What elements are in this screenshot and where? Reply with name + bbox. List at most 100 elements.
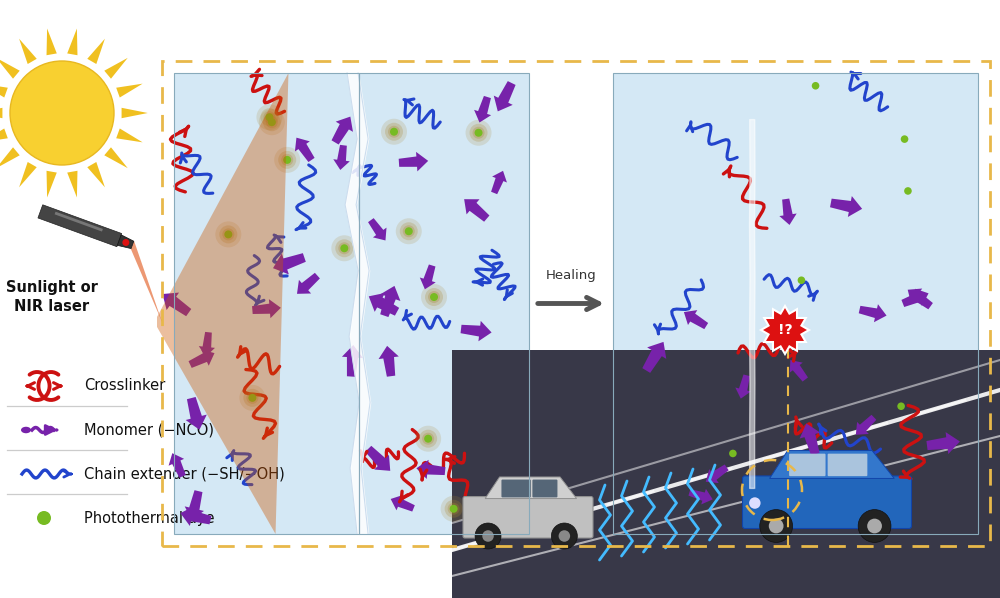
Polygon shape bbox=[761, 306, 809, 354]
Circle shape bbox=[769, 518, 784, 533]
Polygon shape bbox=[252, 299, 281, 318]
Circle shape bbox=[381, 119, 407, 145]
Circle shape bbox=[421, 284, 447, 310]
Polygon shape bbox=[67, 171, 77, 197]
Polygon shape bbox=[770, 450, 894, 478]
Polygon shape bbox=[706, 465, 729, 483]
Polygon shape bbox=[735, 374, 751, 399]
Circle shape bbox=[246, 392, 258, 404]
Circle shape bbox=[428, 291, 440, 303]
Circle shape bbox=[265, 113, 273, 121]
Circle shape bbox=[475, 523, 501, 549]
Polygon shape bbox=[342, 345, 363, 377]
Polygon shape bbox=[273, 253, 306, 274]
Circle shape bbox=[422, 433, 434, 445]
Circle shape bbox=[400, 222, 418, 240]
Polygon shape bbox=[452, 350, 1000, 598]
Circle shape bbox=[812, 82, 819, 90]
Polygon shape bbox=[464, 199, 489, 222]
FancyBboxPatch shape bbox=[501, 480, 531, 498]
Polygon shape bbox=[779, 199, 797, 225]
Polygon shape bbox=[116, 129, 143, 142]
Polygon shape bbox=[380, 286, 400, 317]
Circle shape bbox=[425, 288, 443, 306]
Polygon shape bbox=[333, 145, 350, 170]
Polygon shape bbox=[332, 117, 353, 145]
Polygon shape bbox=[416, 460, 445, 479]
Polygon shape bbox=[55, 212, 103, 231]
Polygon shape bbox=[420, 264, 436, 289]
Polygon shape bbox=[87, 162, 105, 187]
Circle shape bbox=[219, 225, 237, 243]
Circle shape bbox=[340, 244, 348, 252]
Circle shape bbox=[445, 500, 463, 518]
Circle shape bbox=[281, 154, 293, 166]
Polygon shape bbox=[47, 29, 57, 55]
Circle shape bbox=[224, 230, 232, 239]
Circle shape bbox=[403, 225, 415, 237]
Ellipse shape bbox=[21, 427, 31, 433]
Circle shape bbox=[243, 389, 261, 407]
Circle shape bbox=[475, 129, 483, 137]
FancyBboxPatch shape bbox=[463, 496, 593, 538]
Circle shape bbox=[331, 235, 357, 261]
Polygon shape bbox=[485, 477, 577, 499]
Polygon shape bbox=[19, 162, 37, 187]
Circle shape bbox=[122, 239, 129, 246]
Bar bbox=[613, 73, 978, 534]
FancyBboxPatch shape bbox=[532, 480, 557, 498]
Polygon shape bbox=[790, 360, 808, 382]
Circle shape bbox=[559, 530, 570, 542]
Polygon shape bbox=[491, 171, 507, 194]
Polygon shape bbox=[379, 346, 399, 377]
Circle shape bbox=[405, 227, 413, 235]
Polygon shape bbox=[399, 152, 428, 172]
Polygon shape bbox=[104, 147, 128, 168]
Bar bbox=[359, 73, 529, 534]
Text: Monomer (−NCO): Monomer (−NCO) bbox=[84, 423, 214, 438]
Circle shape bbox=[901, 135, 908, 143]
Polygon shape bbox=[47, 171, 57, 197]
Polygon shape bbox=[688, 489, 713, 505]
Text: Sunlight or
NIR laser: Sunlight or NIR laser bbox=[6, 280, 98, 313]
Circle shape bbox=[470, 124, 488, 142]
Circle shape bbox=[274, 147, 300, 173]
Polygon shape bbox=[494, 81, 516, 111]
Polygon shape bbox=[391, 495, 415, 511]
Circle shape bbox=[390, 128, 398, 136]
Polygon shape bbox=[199, 332, 215, 356]
Polygon shape bbox=[0, 147, 20, 168]
Polygon shape bbox=[189, 349, 214, 368]
Circle shape bbox=[278, 151, 296, 169]
Polygon shape bbox=[830, 196, 862, 217]
Circle shape bbox=[448, 503, 460, 515]
Circle shape bbox=[729, 450, 737, 457]
Circle shape bbox=[396, 218, 422, 244]
Circle shape bbox=[385, 123, 403, 141]
Polygon shape bbox=[131, 240, 162, 322]
Circle shape bbox=[551, 523, 577, 549]
Circle shape bbox=[867, 518, 882, 533]
Bar bbox=[174, 73, 359, 534]
Polygon shape bbox=[369, 293, 399, 316]
Polygon shape bbox=[104, 58, 128, 79]
Circle shape bbox=[239, 385, 265, 411]
Circle shape bbox=[266, 116, 278, 128]
Circle shape bbox=[215, 221, 241, 248]
Polygon shape bbox=[117, 235, 134, 249]
Bar bbox=[174, 73, 359, 534]
Polygon shape bbox=[19, 39, 37, 64]
FancyBboxPatch shape bbox=[742, 476, 912, 529]
Circle shape bbox=[268, 118, 276, 126]
Circle shape bbox=[419, 430, 437, 448]
Bar bbox=[359, 73, 529, 534]
Polygon shape bbox=[157, 73, 288, 534]
Circle shape bbox=[260, 108, 278, 126]
Polygon shape bbox=[926, 432, 960, 454]
Polygon shape bbox=[368, 218, 387, 240]
Circle shape bbox=[473, 127, 485, 139]
Polygon shape bbox=[365, 446, 390, 471]
Polygon shape bbox=[800, 423, 820, 456]
FancyBboxPatch shape bbox=[789, 454, 826, 476]
Circle shape bbox=[388, 126, 400, 138]
